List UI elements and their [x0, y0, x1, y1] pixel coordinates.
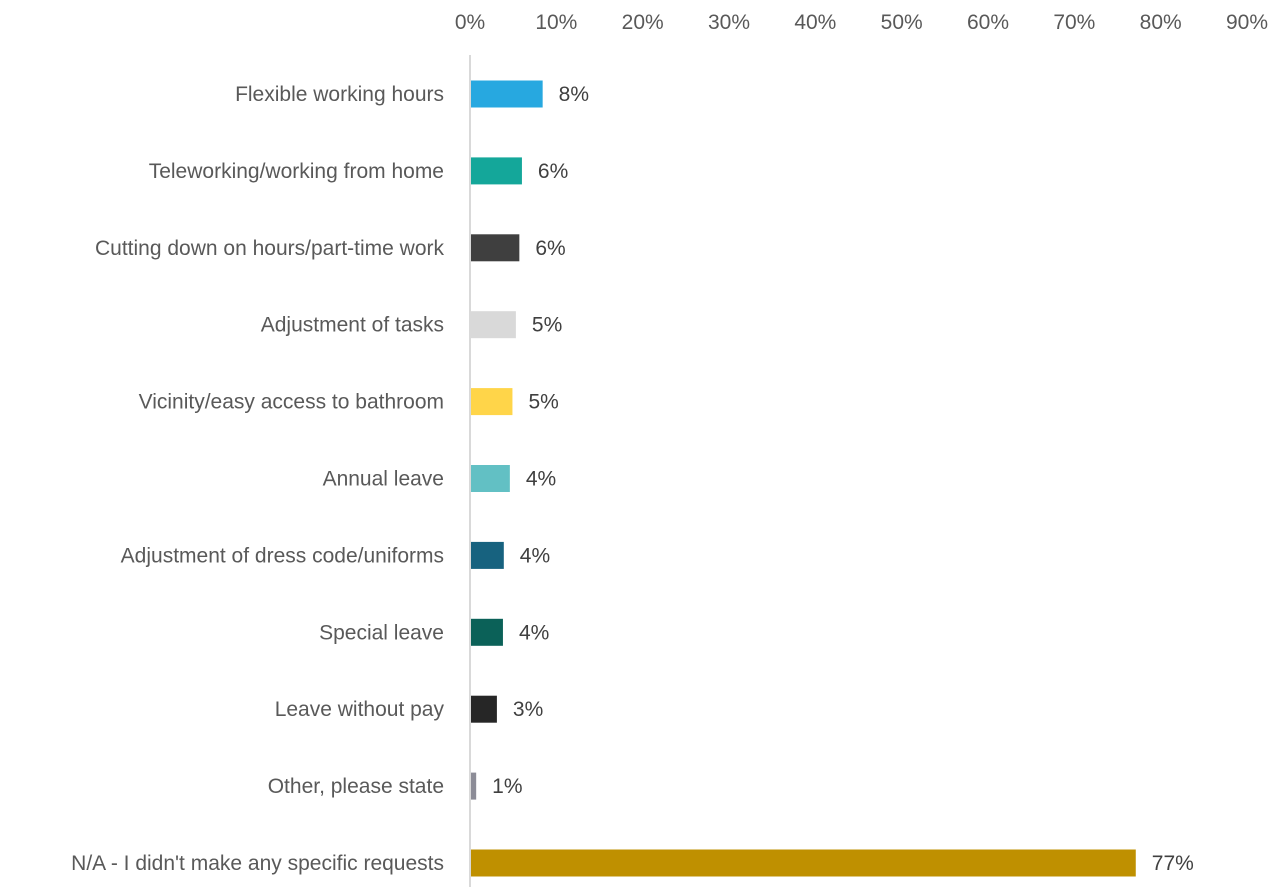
x-tick-label: 90%	[1226, 11, 1268, 34]
x-tick-label: 70%	[1053, 11, 1095, 34]
bar	[471, 465, 510, 492]
x-tick-label: 80%	[1140, 11, 1182, 34]
x-tick-label: 30%	[708, 11, 750, 34]
value-label: 5%	[528, 391, 558, 414]
x-tick-label: 20%	[622, 11, 664, 34]
category-label: Annual leave	[323, 468, 444, 491]
x-tick-label: 10%	[535, 11, 577, 34]
bar	[471, 618, 503, 646]
x-tick-label: 60%	[967, 11, 1009, 34]
category-label: Vicinity/easy access to bathroom	[139, 391, 444, 414]
bar	[471, 80, 543, 108]
bar	[471, 234, 520, 262]
bar	[471, 849, 1136, 877]
category-label: N/A - I didn't make any specific request…	[71, 852, 444, 875]
value-labels: 8% 6% 6% 5% 5% 4% 4% 4% 3% 1% 77%	[492, 83, 1194, 875]
category-label: Adjustment of tasks	[261, 314, 444, 337]
value-label: 5%	[532, 314, 562, 337]
value-label: 6%	[535, 237, 565, 260]
bar	[471, 541, 504, 569]
value-label: 3%	[513, 698, 543, 721]
category-label: Cutting down on hours/part-time work	[95, 237, 444, 260]
bars	[471, 80, 1136, 877]
bar	[471, 388, 513, 416]
category-label: Adjustment of dress code/uniforms	[121, 544, 444, 567]
value-label: 1%	[492, 775, 522, 798]
category-label: Special leave	[319, 621, 444, 644]
value-label: 77%	[1152, 852, 1194, 875]
value-label: 4%	[520, 544, 550, 567]
category-labels: Flexible working hours Teleworking/workin…	[71, 83, 444, 875]
category-label: Leave without pay	[275, 698, 445, 721]
category-label: Other, please state	[268, 775, 444, 798]
bar	[471, 772, 477, 800]
x-axis-ticks: 0% 10% 20% 30% 40% 50% 60% 70% 80% 90%	[455, 11, 1268, 34]
bar	[471, 311, 516, 339]
value-label: 4%	[519, 621, 549, 644]
bar	[471, 157, 522, 185]
x-tick-label: 50%	[881, 11, 923, 34]
value-label: 6%	[538, 160, 568, 183]
x-tick-label: 40%	[794, 11, 836, 34]
category-label: Teleworking/working from home	[149, 160, 444, 183]
x-tick-label: 0%	[455, 11, 485, 34]
bar	[471, 695, 497, 723]
category-label: Flexible working hours	[235, 83, 444, 106]
value-label: 4%	[526, 468, 556, 491]
value-label: 8%	[559, 83, 589, 106]
